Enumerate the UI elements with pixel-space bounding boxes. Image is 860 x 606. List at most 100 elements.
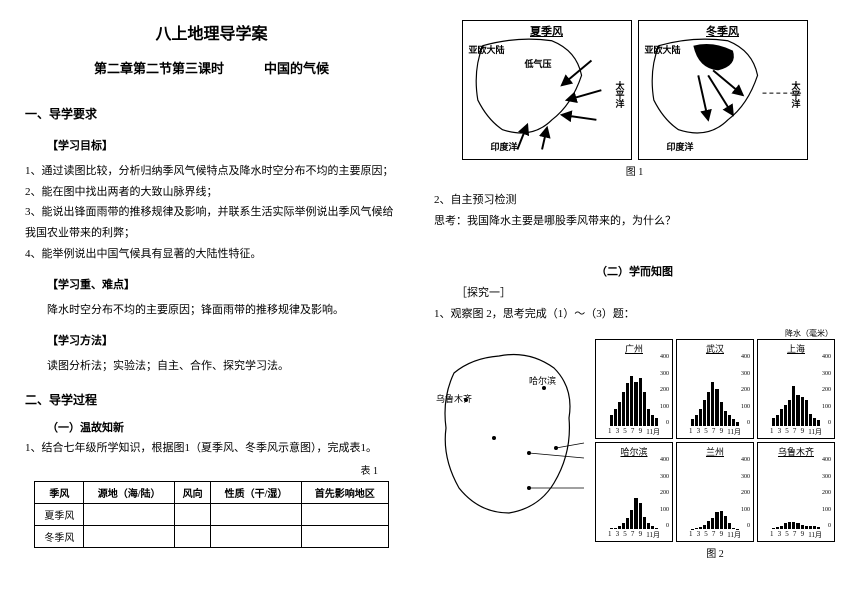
bar	[724, 411, 727, 427]
bar	[805, 526, 808, 530]
bar	[614, 528, 617, 530]
question-1: 1、结合七年级所学知识，根据图1（夏季风、冬季风示意图），完成表1。	[25, 438, 398, 459]
city-label-urumqi: 乌鲁木齐	[436, 392, 472, 405]
th-4: 首先影响地区	[301, 482, 388, 504]
th-3: 性质（干/湿）	[211, 482, 301, 504]
bar	[736, 529, 739, 530]
x-axis: 1357911月	[689, 530, 741, 540]
section-2-heading: 二、导学过程	[25, 389, 398, 412]
bar	[699, 409, 702, 426]
q2-text: 思考：我国降水主要是哪股季风带来的，为什么？	[434, 211, 835, 232]
bar	[711, 382, 714, 427]
bar	[792, 522, 795, 529]
figure-1-caption: 图 1	[434, 163, 835, 178]
bar	[732, 419, 735, 426]
sub-2-1-heading: （一）温故知新	[25, 418, 398, 439]
city-label-harbin: 哈尔滨	[529, 374, 556, 387]
figure-2-caption: 图 2	[595, 545, 835, 560]
method-heading: 【学习方法】	[25, 331, 398, 352]
bar	[655, 528, 658, 530]
y-ticks: 4003002001000	[741, 457, 750, 529]
bars-container	[691, 467, 739, 529]
table-header-row: 季风 源地（海/陆） 风向 性质（干/湿） 首先影响地区	[35, 482, 388, 504]
label-eurasia: 亚欧大陆	[469, 43, 505, 56]
bars-container	[772, 364, 820, 426]
table-caption: 表 1	[25, 462, 398, 477]
y-ticks: 4003002001000	[741, 354, 750, 426]
label-pacific: 太平洋	[614, 81, 627, 108]
bar	[630, 510, 633, 530]
subtitle-right: 中国的气候	[264, 61, 329, 76]
bar	[788, 522, 791, 529]
y-ticks: 4003002001000	[660, 457, 669, 529]
left-column: 八上地理导学案 第二章第二节第三课时中国的气候 一、导学要求 【学习目标】 1、…	[25, 20, 416, 586]
doc-title: 八上地理导学案	[25, 20, 398, 44]
right-column: 夏季风 亚欧大陆 低气压 太平洋 印度洋 冬季风	[416, 20, 835, 586]
bars-container	[610, 364, 658, 426]
bar	[813, 526, 816, 529]
goal-1: 1、通过读图比较，分析归纳季风气候特点及降水时空分布不均的主要原因；	[25, 161, 398, 182]
precip-chart: 乌鲁木齐40030020010001357911月	[757, 442, 835, 542]
label-indian: 印度洋	[491, 140, 518, 153]
bar	[817, 527, 820, 529]
charts-area: 乌鲁木齐 哈尔滨 降水（毫米） 广州40030020010001357911月武…	[434, 328, 835, 560]
bar	[707, 521, 710, 530]
y-ticks: 4003002001000	[822, 354, 831, 426]
bar	[622, 392, 625, 426]
bar	[622, 523, 625, 529]
china-outline-map: 乌鲁木齐 哈尔滨	[434, 328, 589, 538]
bar	[651, 526, 654, 529]
bar	[736, 422, 739, 427]
bar	[695, 415, 698, 426]
table-row: 冬季风	[35, 526, 388, 548]
bar	[728, 523, 731, 529]
bar	[618, 402, 621, 427]
bar	[728, 415, 731, 426]
bar	[634, 498, 637, 529]
bar	[796, 523, 799, 529]
bar	[647, 409, 650, 426]
winter-monsoon-map: 冬季风 亚欧大陆 太平洋 印度洋	[638, 20, 808, 160]
question-3: 1、观察图 2，思考完成（1）～（3）题：	[434, 304, 835, 325]
cell-r0c0: 夏季风	[35, 504, 84, 526]
bar	[792, 386, 795, 426]
bar	[809, 414, 812, 426]
x-axis: 1357911月	[770, 427, 822, 437]
precip-chart: 武汉40030020010001357911月	[676, 339, 754, 439]
bar	[796, 395, 799, 426]
q2-heading: 2、自主预习检测	[434, 190, 835, 211]
bar	[643, 392, 646, 426]
doc-subtitle: 第二章第二节第三课时中国的气候	[25, 58, 398, 77]
summer-monsoon-map: 夏季风 亚欧大陆 低气压 太平洋 印度洋	[462, 20, 632, 160]
bar	[651, 415, 654, 426]
bar	[801, 397, 804, 427]
focus-text: 降水时空分布不均的主要原因；锋面雨带的推移规律及影响。	[25, 300, 398, 321]
goal-4: 4、能举例说出中国气候具有显著的大陆性特征。	[25, 244, 398, 265]
monsoon-table: 季风 源地（海/陆） 风向 性质（干/湿） 首先影响地区 夏季风 冬季风	[34, 481, 388, 548]
bar	[801, 525, 804, 530]
th-0: 季风	[35, 482, 84, 504]
bar	[772, 528, 775, 530]
label-indian-2: 印度洋	[667, 140, 694, 153]
chart-grid-wrap: 降水（毫米） 广州40030020010001357911月武汉40030020…	[595, 328, 835, 560]
winter-map-svg	[639, 21, 807, 159]
bar	[695, 528, 698, 529]
bar	[780, 526, 783, 530]
bar	[813, 418, 816, 427]
map-title-winter: 冬季风	[706, 23, 739, 39]
x-axis: 1357911月	[608, 427, 660, 437]
precip-chart: 兰州40030020010001357911月	[676, 442, 754, 542]
bars-container	[772, 467, 820, 529]
th-1: 源地（海/陆）	[84, 482, 174, 504]
summer-map-svg	[463, 21, 631, 159]
x-axis: 1357911月	[608, 530, 660, 540]
bars-container	[610, 467, 658, 529]
bar	[610, 415, 613, 426]
bars-container	[691, 364, 739, 426]
bar	[817, 420, 820, 426]
bar	[784, 523, 787, 529]
precip-chart: 哈尔滨40030020010001357911月	[595, 442, 673, 542]
explore-label: ［探究一］	[434, 283, 835, 304]
bar	[707, 392, 710, 426]
bar	[703, 525, 706, 530]
